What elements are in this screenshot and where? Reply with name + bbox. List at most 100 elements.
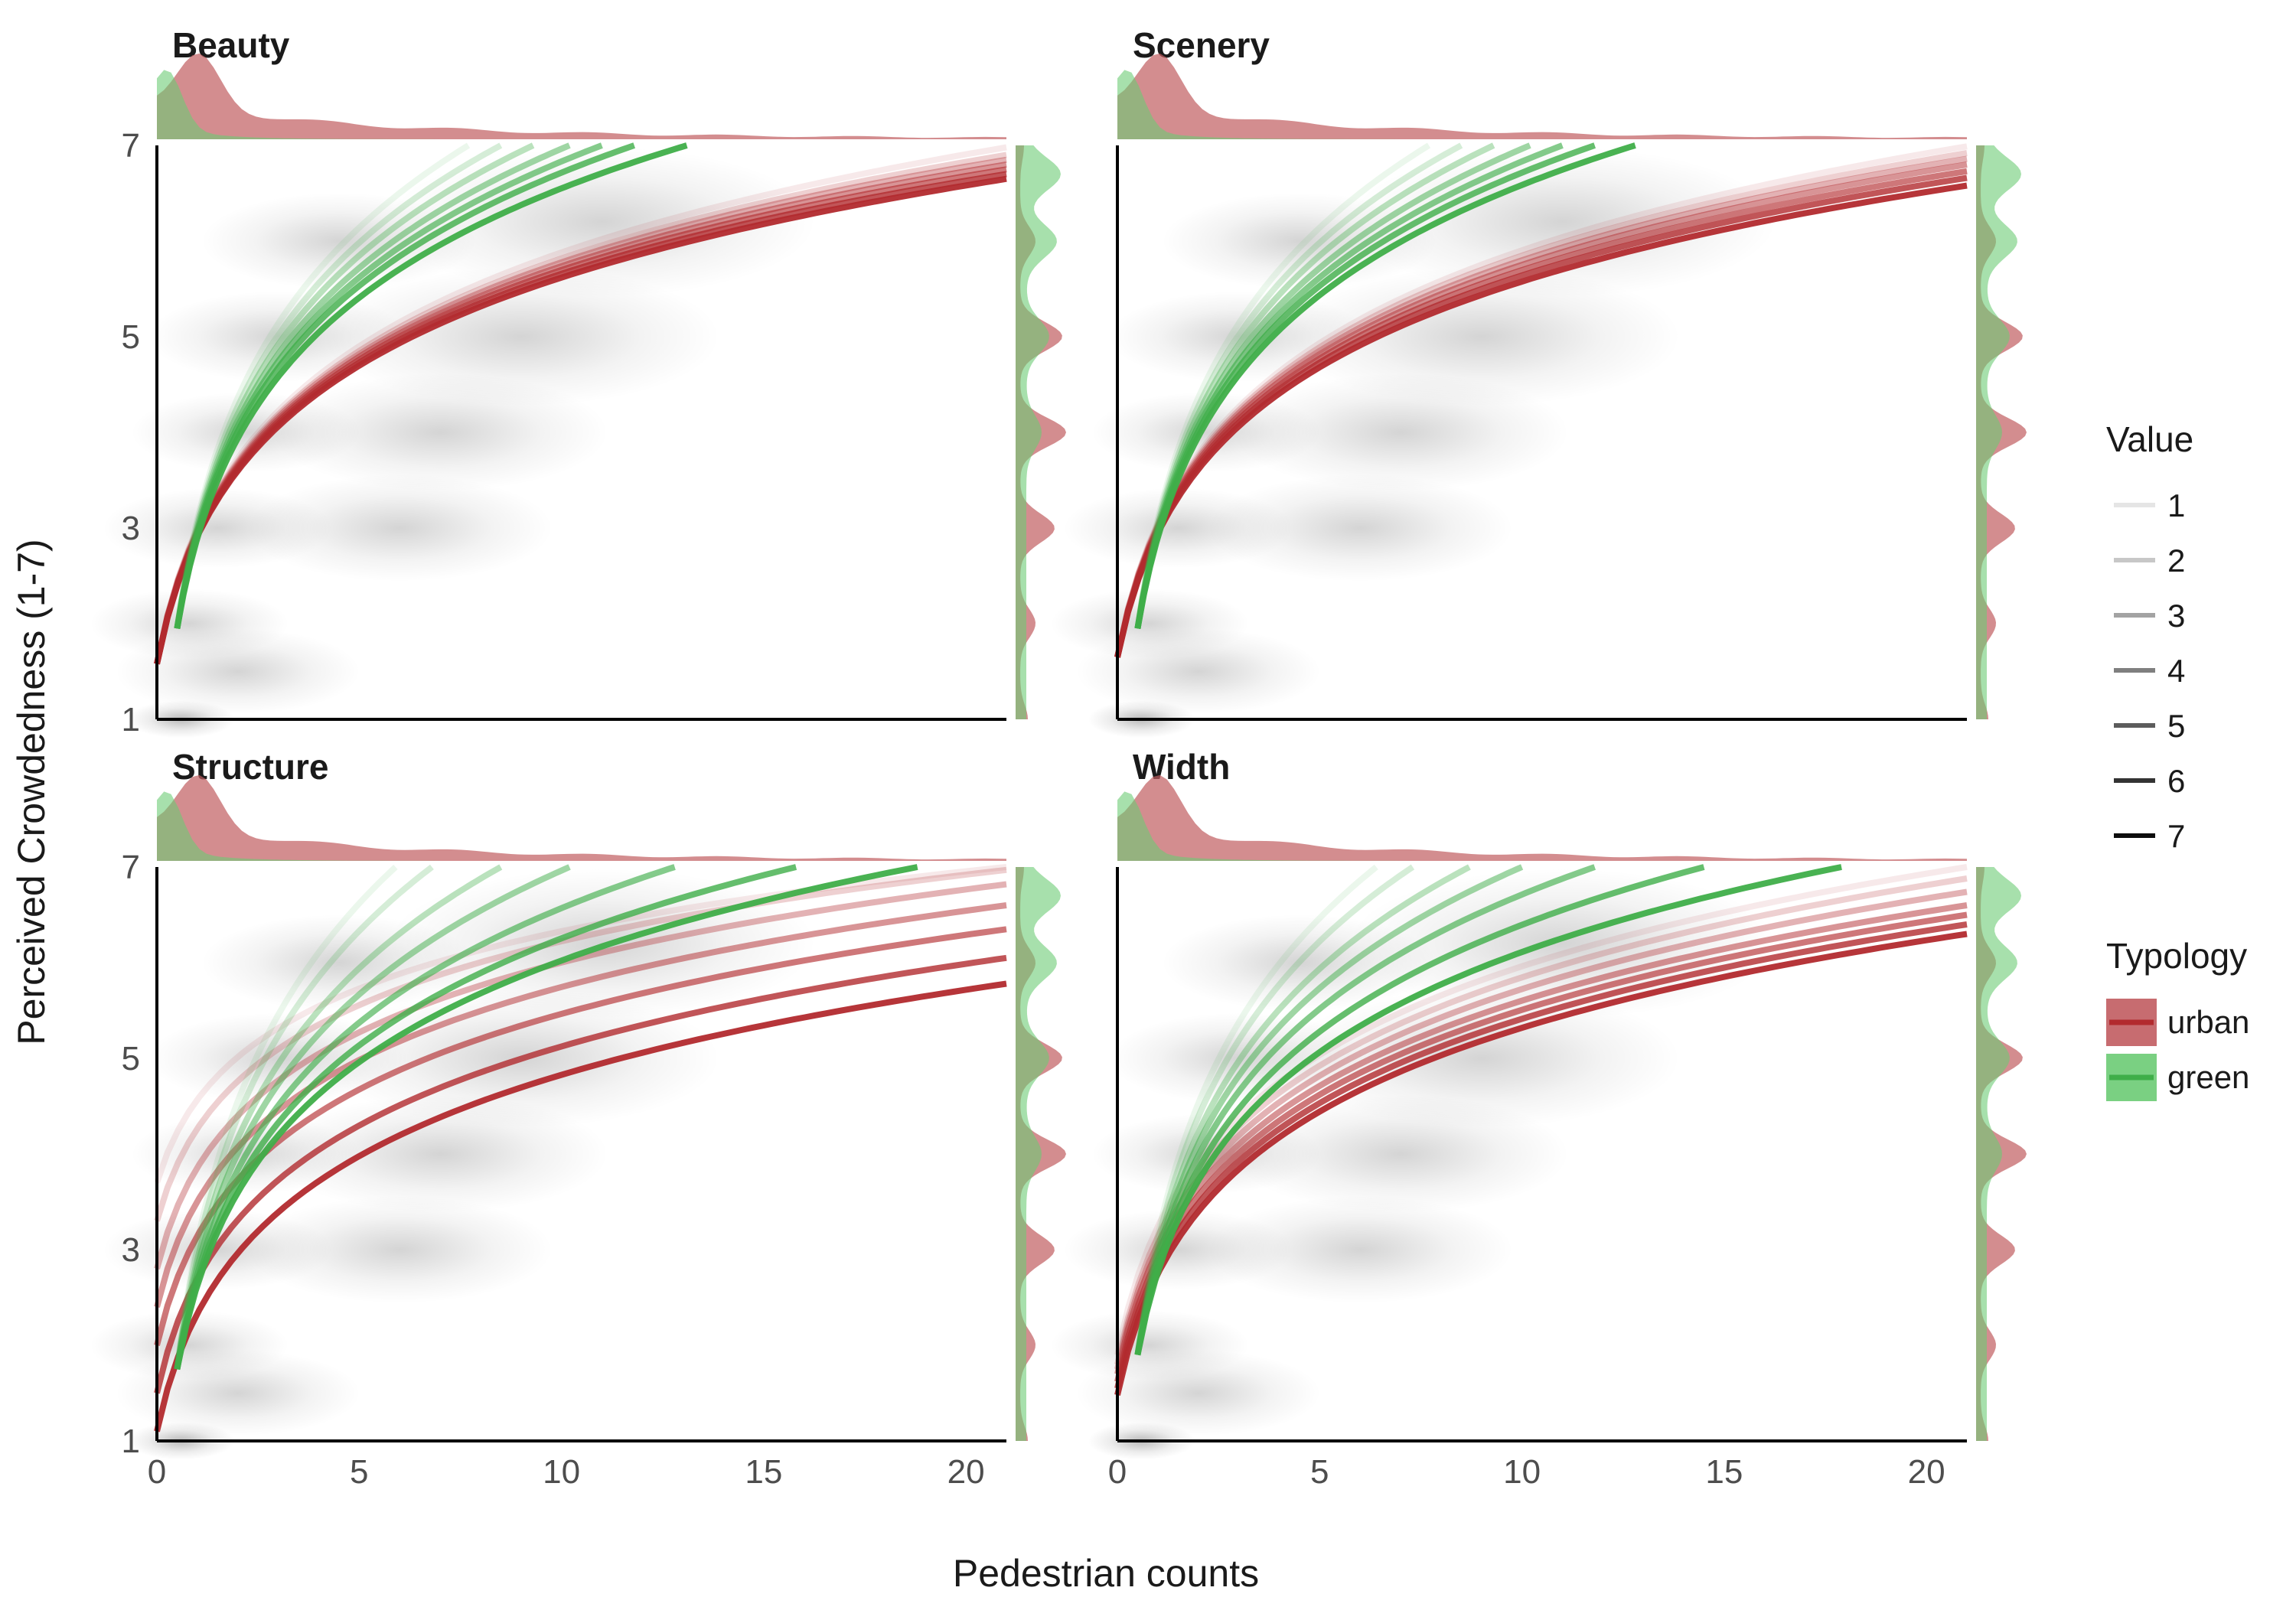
green-curve-value-5 bbox=[174, 864, 676, 1371]
density-blob bbox=[246, 474, 553, 582]
x-axis-title: Pedestrian counts bbox=[953, 1552, 1259, 1595]
legend-value-title: Value bbox=[2106, 419, 2193, 459]
top-marginal-density bbox=[157, 774, 1006, 861]
y-tick-label: 7 bbox=[122, 127, 140, 165]
urban-curve-value-7 bbox=[1114, 182, 1968, 658]
y-tick-label: 5 bbox=[122, 318, 140, 356]
x-tick-label: 15 bbox=[1705, 1453, 1743, 1491]
x-tick-label: 0 bbox=[1108, 1453, 1127, 1491]
density-blob bbox=[1348, 147, 1777, 297]
green-curve-value-5 bbox=[1134, 864, 1596, 1356]
density-blob bbox=[387, 147, 817, 297]
x-tick-label: 20 bbox=[1908, 1453, 1945, 1491]
green-curve-value-3 bbox=[174, 142, 535, 629]
x-tick-label: 5 bbox=[350, 1453, 368, 1491]
urban-curve-value-7 bbox=[1114, 931, 1968, 1396]
urban-curve-value-6 bbox=[1114, 174, 1968, 658]
x-tick-label: 10 bbox=[543, 1453, 580, 1491]
urban-curve-value-3 bbox=[154, 881, 1007, 1270]
y-tick-label: 1 bbox=[122, 701, 140, 738]
green-y-density bbox=[1016, 145, 1061, 719]
green-curve-value-2 bbox=[174, 142, 503, 629]
legend-value-label: 6 bbox=[2167, 763, 2185, 799]
y-tick-label: 5 bbox=[122, 1040, 140, 1077]
density-blob bbox=[115, 1350, 360, 1436]
urban-x-density bbox=[157, 774, 1006, 861]
urban-x-density bbox=[1117, 53, 1967, 139]
panel-scenery: Scenery bbox=[1050, 25, 2027, 738]
legend-value-label: 7 bbox=[2167, 818, 2185, 854]
y-tick-label: 7 bbox=[122, 849, 140, 886]
density-blob bbox=[1075, 628, 1321, 715]
green-curve-value-2 bbox=[1134, 864, 1415, 1356]
urban-curve-value-6 bbox=[154, 954, 1007, 1394]
green-curve-value-3 bbox=[1134, 864, 1471, 1356]
urban-curve-value-2 bbox=[1114, 875, 1968, 1365]
y-axis-title: Perceived Crowdedness (1-7) bbox=[10, 539, 53, 1045]
green-curve-value-4 bbox=[1134, 864, 1524, 1356]
green-y-density bbox=[1976, 867, 2021, 1441]
top-marginal-density bbox=[1117, 774, 1967, 861]
density-blob bbox=[1282, 267, 1681, 406]
right-marginal-density bbox=[1976, 145, 2027, 719]
density-blob bbox=[246, 1196, 553, 1303]
density-blob bbox=[115, 628, 360, 715]
right-marginal-density bbox=[1016, 867, 1066, 1441]
y-tick-label: 3 bbox=[122, 1231, 140, 1269]
urban-curve-value-1 bbox=[1114, 143, 1968, 658]
panel-width: Width 0 5 10 15 20 bbox=[1050, 747, 2027, 1491]
urban-x-density bbox=[157, 53, 1006, 139]
green-curve-value-6 bbox=[1134, 142, 1596, 630]
green-curve-value-7 bbox=[1134, 864, 1842, 1356]
legend-typology-title: Typology bbox=[2106, 936, 2247, 976]
x-tick-label: 0 bbox=[148, 1453, 166, 1491]
urban-curve-value-3 bbox=[1114, 888, 1968, 1371]
legend-typology-label: green bbox=[2167, 1059, 2249, 1095]
density-background bbox=[1050, 869, 1777, 1460]
green-curve-value-6 bbox=[1134, 864, 1705, 1356]
x-tick-label: 20 bbox=[947, 1453, 985, 1491]
green-curve-value-6 bbox=[174, 864, 797, 1371]
green-curve-value-7 bbox=[1134, 142, 1636, 630]
legend-value-label: 3 bbox=[2167, 598, 2185, 634]
green-curve-value-4 bbox=[174, 864, 571, 1370]
top-marginal-density bbox=[157, 53, 1006, 139]
urban-curve-value-2 bbox=[1114, 150, 1968, 658]
urban-x-density bbox=[1117, 774, 1967, 861]
legend-typology-label: urban bbox=[2167, 1004, 2249, 1040]
urban-curve-value-6 bbox=[1114, 921, 1968, 1390]
urban-curve-value-1 bbox=[154, 864, 1007, 1184]
green-curve-value-1 bbox=[174, 865, 398, 1370]
urban-curve-value-2 bbox=[154, 866, 1007, 1222]
green-curve-value-1 bbox=[1134, 864, 1378, 1356]
green-curve-value-2 bbox=[174, 864, 434, 1370]
legend: Value 1 2 3 4 5 6 7 Typology urban green bbox=[2106, 419, 2249, 1101]
legend-value-label: 2 bbox=[2167, 543, 2185, 579]
top-marginal-density bbox=[1117, 53, 1967, 139]
x-tick-label: 5 bbox=[1310, 1453, 1329, 1491]
urban-curve-value-2 bbox=[154, 152, 1007, 665]
green-y-density bbox=[1976, 145, 2021, 719]
x-tick-label: 15 bbox=[745, 1453, 782, 1491]
green-curve-value-7 bbox=[174, 864, 918, 1371]
urban-curve-value-4 bbox=[1114, 902, 1968, 1375]
urban-curve-value-5 bbox=[1114, 911, 1968, 1383]
green-curve-value-6 bbox=[174, 142, 636, 630]
green-curve-value-7 bbox=[174, 142, 688, 630]
right-marginal-density bbox=[1976, 867, 2027, 1441]
density-blob bbox=[1207, 474, 1514, 582]
panel-title: Width bbox=[1133, 747, 1230, 787]
green-y-density bbox=[1016, 867, 1061, 1441]
legend-value-label: 5 bbox=[2167, 708, 2185, 744]
y-tick-label: 3 bbox=[122, 510, 140, 547]
legend-value-label: 1 bbox=[2167, 487, 2185, 523]
urban-curve-value-7 bbox=[154, 175, 1007, 665]
green-curve-value-3 bbox=[1134, 142, 1495, 629]
legend-value-label: 4 bbox=[2167, 653, 2185, 689]
density-blob bbox=[1282, 989, 1681, 1128]
urban-curve-value-1 bbox=[1114, 864, 1968, 1356]
urban-curve-value-5 bbox=[154, 926, 1007, 1347]
